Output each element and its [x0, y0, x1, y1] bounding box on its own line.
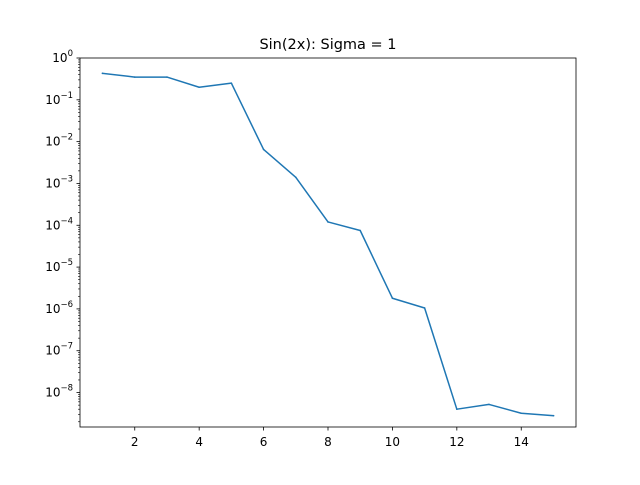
y-tick-label: 10−4: [45, 216, 73, 232]
data-point: [230, 82, 233, 84]
y-tick-label: 10−5: [45, 258, 73, 274]
axes-frame: [79, 57, 577, 428]
data-point: [552, 414, 555, 417]
y-tick-label: 10−3: [45, 174, 73, 190]
data-point: [166, 76, 168, 78]
x-tick-label: 6: [260, 435, 268, 449]
data-point: [262, 148, 265, 151]
data-point: [133, 76, 136, 78]
data-point: [101, 72, 104, 75]
chart-title: Sin(2x): Sigma = 1: [259, 37, 396, 53]
y-tick-label: 10−8: [45, 384, 73, 400]
y-tick-label: 10−2: [45, 133, 73, 149]
y-tick-label: 10−1: [45, 91, 73, 107]
y-tick-label: 100: [52, 49, 73, 65]
data-point: [520, 412, 523, 415]
y-tick-label: 10−6: [45, 300, 73, 316]
data-point: [359, 229, 362, 232]
x-tick-label: 2: [131, 435, 139, 449]
data-point: [198, 86, 200, 89]
series-line-0: [101, 72, 555, 417]
data-point: [391, 297, 394, 300]
x-tick-label: 4: [195, 435, 203, 449]
data-point: [327, 221, 329, 223]
plot-area: 2 4 6 8 10 12 14 100 10−1 10−2 10−3 10−4 10−5 10−6 10−…: [45, 49, 577, 449]
x-tick-label: 14: [514, 435, 529, 449]
x-tick-label: 8: [324, 435, 332, 449]
data-point: [294, 176, 297, 179]
x-tick-label: 10: [385, 435, 400, 449]
x-tick-label: 12: [449, 435, 464, 449]
y-tick-label: 10−7: [45, 342, 73, 358]
data-point: [488, 403, 490, 406]
data-point: [456, 408, 458, 410]
data-point: [423, 307, 426, 309]
